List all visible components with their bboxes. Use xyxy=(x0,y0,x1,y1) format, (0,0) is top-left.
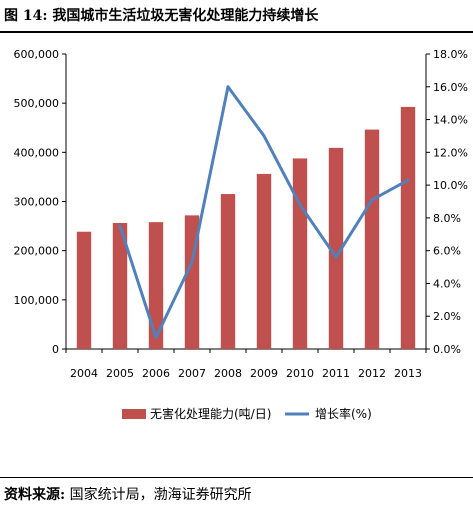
x-tick-label: 2013 xyxy=(394,367,422,380)
right-tick-label: 10.0% xyxy=(433,179,468,192)
right-tick-label: 14.0% xyxy=(433,114,468,127)
bar xyxy=(328,147,344,349)
source-text: 国家统计局，渤海证券研究所 xyxy=(69,487,252,503)
source-line: 资料来源: 国家统计局，渤海证券研究所 xyxy=(4,484,252,504)
chart: 0 100,000 200,000 300,000 400,000 500,000 600,… xyxy=(14,48,468,421)
bar xyxy=(400,106,416,349)
line-point xyxy=(370,198,374,202)
line-point xyxy=(226,85,230,89)
source-rule xyxy=(0,477,473,478)
line-point xyxy=(262,134,266,138)
right-tick-label: 0.0% xyxy=(433,343,461,356)
bar xyxy=(220,194,236,349)
bar xyxy=(364,129,380,349)
bar xyxy=(256,173,272,349)
line-point xyxy=(118,224,122,228)
legend-line-label: 增长率(%) xyxy=(315,406,372,421)
left-tick-label: 200,000 xyxy=(14,245,60,258)
left-tick-label: 600,000 xyxy=(14,48,60,61)
right-tick-label: 2.0% xyxy=(433,310,461,323)
bar xyxy=(112,222,128,349)
bar xyxy=(148,222,164,349)
right-tick-label: 8.0% xyxy=(433,212,461,225)
right-tick-label: 6.0% xyxy=(433,245,461,258)
left-tick-label: 300,000 xyxy=(14,196,60,209)
right-tick-label: 16.0% xyxy=(433,81,468,94)
x-tick-label: 2005 xyxy=(106,367,134,380)
right-tick-label: 12.0% xyxy=(433,146,468,159)
x-tick-label: 2007 xyxy=(178,367,206,380)
figure-title: 图 14: 我国城市生活垃圾无害化处理能力持续增长 xyxy=(4,8,319,24)
x-tick-label: 2012 xyxy=(358,367,386,380)
line-point xyxy=(190,260,194,264)
x-tick-label: 2004 xyxy=(70,367,98,380)
x-tick-label: 2010 xyxy=(286,367,314,380)
x-tick-label: 2009 xyxy=(250,367,278,380)
bar xyxy=(76,231,92,349)
left-tick-label: 100,000 xyxy=(14,294,60,307)
title-rule xyxy=(0,31,473,33)
bar xyxy=(292,158,308,349)
line-point xyxy=(334,255,338,259)
left-tick-label: 400,000 xyxy=(14,146,60,159)
source-label: 资料来源: xyxy=(4,487,66,503)
x-tick-label: 2006 xyxy=(142,367,170,380)
x-tick-label: 2008 xyxy=(214,367,242,380)
legend-bar-swatch xyxy=(122,409,146,419)
line-point xyxy=(298,203,302,207)
legend-bar-label: 无害化处理能力(吨/日) xyxy=(150,406,271,421)
line-point xyxy=(406,178,410,182)
right-tick-label: 18.0% xyxy=(433,48,468,61)
line-point xyxy=(154,336,158,340)
left-tick-label: 0 xyxy=(52,343,59,356)
left-tick-label: 500,000 xyxy=(14,97,60,110)
right-tick-label: 4.0% xyxy=(433,277,461,290)
x-tick-label: 2011 xyxy=(322,367,350,380)
